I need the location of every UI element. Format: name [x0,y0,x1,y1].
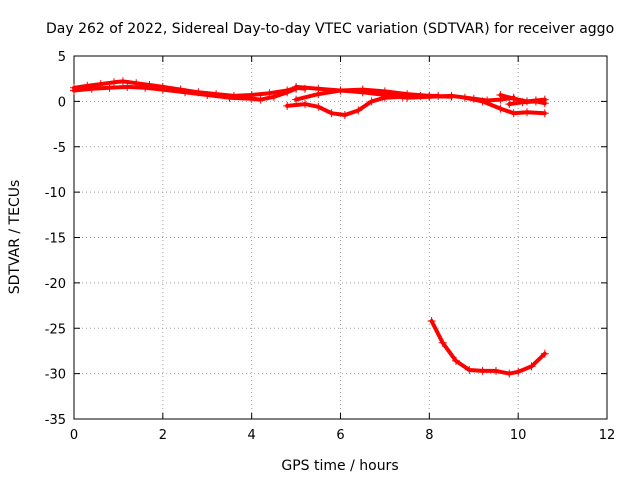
data-point [496,104,505,113]
data-point [380,87,389,96]
data-point [70,86,78,95]
y-tick-label: -35 [45,413,66,428]
series-line [429,319,547,376]
data-point [505,369,514,378]
data-point [158,85,167,94]
data-point [514,367,523,376]
data-point [540,99,549,108]
data-point [225,93,234,102]
data-point [447,92,456,101]
data-point [358,85,367,94]
data-point [292,82,301,91]
data-point [292,95,301,104]
y-tick-label: -25 [45,322,66,337]
data-point [496,91,505,99]
data-point [540,109,549,118]
data-point [269,92,278,101]
data-point [141,83,150,92]
data-point [256,95,265,104]
x-tick-label: 12 [599,428,616,443]
y-tick-label: -10 [45,186,66,201]
x-tick-label: 2 [159,428,167,443]
y-tick-label: -15 [45,232,66,247]
x-tick-label: 8 [425,428,433,443]
data-point [452,356,460,365]
data-point [509,109,518,118]
y-tick-label: -5 [53,141,66,156]
data-point [438,338,447,347]
data-point [518,98,527,107]
data-point [87,84,96,93]
y-tick-label: -30 [45,368,66,383]
x-tick-label: 6 [336,428,344,443]
y-tick-label: 5 [58,50,66,65]
y-tick-label: -20 [45,277,66,292]
y-tick-label: 0 [58,95,66,110]
data-point [203,91,212,99]
data-point [403,90,412,99]
y-axis-title: SDTVAR / TECUs [7,180,23,295]
data-point [531,97,540,106]
x-axis-title: GPS time / hours [281,458,398,474]
data-point [427,317,436,325]
data-point [460,93,469,102]
data-point [492,366,500,375]
series-track-f [460,93,549,118]
chart-title: Day 262 of 2022, Sidereal Day-to-day VTE… [46,21,614,37]
series-track-e [292,85,456,104]
data-point [283,88,292,97]
data-point [327,109,336,118]
data-point [425,91,434,100]
data-point [527,362,536,371]
data-point [540,349,549,358]
series-layer [70,77,549,378]
data-point [505,100,514,109]
series-track-h [505,97,549,109]
axis-ticks: 0 2 4 6 8 10 12 -35 -30 -25 -20 -15 -10 -5 0 5 [45,50,616,443]
x-tick-label: 10 [510,428,527,443]
data-point [283,101,292,110]
data-point [478,97,487,106]
data-point [314,102,323,111]
data-point [110,78,118,87]
series-track-low [427,317,549,378]
series-line [507,99,547,107]
x-tick-label: 0 [70,428,78,443]
data-point [523,108,531,117]
data-point [336,86,345,95]
data-point [465,366,474,374]
data-point [118,77,127,86]
data-point [123,82,132,91]
data-point [367,97,376,106]
data-point [509,94,518,103]
x-tick-label: 4 [248,428,256,443]
data-point [314,90,323,99]
data-point [354,106,363,115]
data-point [181,88,189,97]
data-point [478,366,487,375]
data-point [301,100,309,109]
data-point [340,111,349,119]
data-point [105,83,114,92]
data-point [247,94,256,103]
